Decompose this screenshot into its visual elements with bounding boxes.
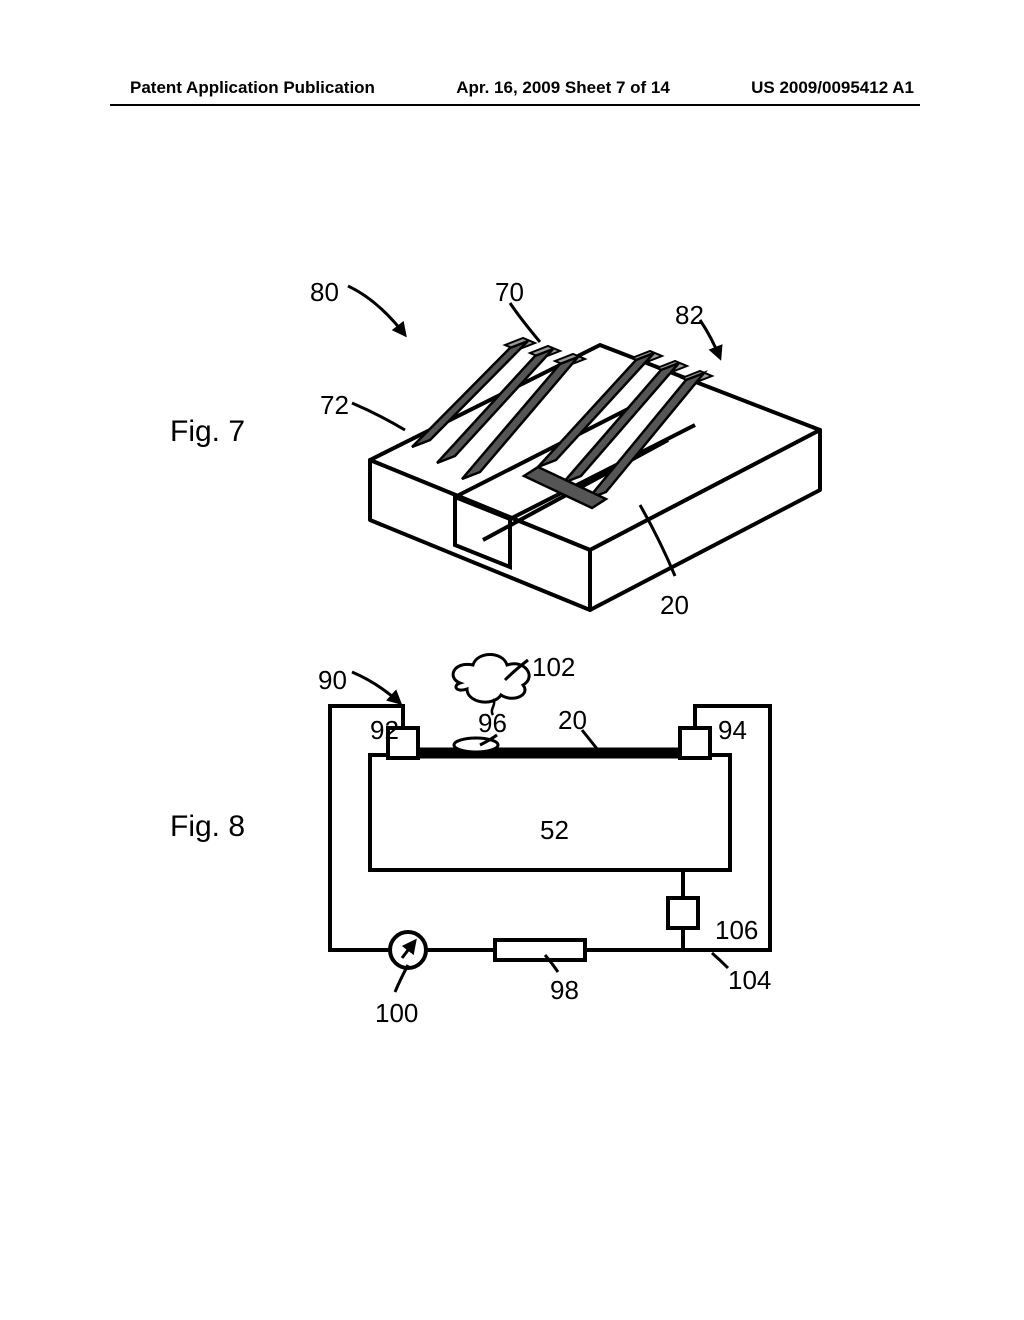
ref-label-20: 20	[558, 705, 587, 736]
figure-7-drawing	[348, 286, 820, 610]
ref-label-102: 102	[532, 652, 575, 683]
figures-svg	[0, 0, 1024, 1320]
ref-label-104: 104	[728, 965, 771, 996]
ref-label-70: 70	[495, 277, 524, 308]
ref-label-80: 80	[310, 277, 339, 308]
ref-label-82: 82	[675, 300, 704, 331]
page: Patent Application Publication Apr. 16, …	[0, 0, 1024, 1320]
ref-label-98: 98	[550, 975, 579, 1006]
ref-label-100: 100	[375, 998, 418, 1029]
ref-label-92: 92	[370, 715, 399, 746]
ref-label-96: 96	[478, 708, 507, 739]
ref-label-52: 52	[540, 815, 569, 846]
ref-label-94: 94	[718, 715, 747, 746]
ref-label-20: 20	[660, 590, 689, 621]
ref-label-72: 72	[320, 390, 349, 421]
ref-label-90: 90	[318, 665, 347, 696]
ref-label-106: 106	[715, 915, 758, 946]
